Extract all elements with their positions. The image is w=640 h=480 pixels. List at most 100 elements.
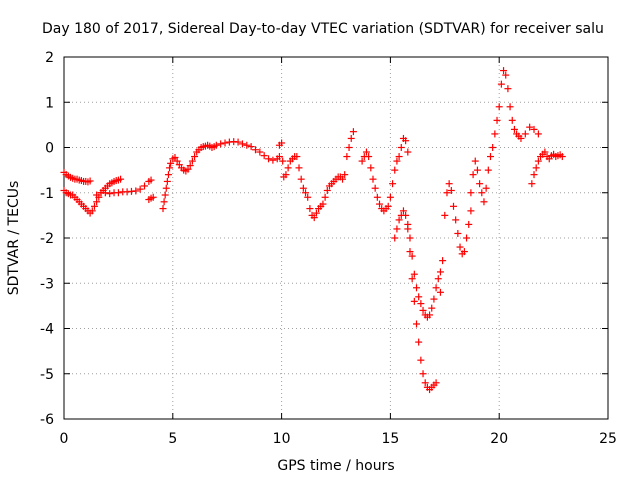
data-point [421, 379, 429, 387]
data-point [93, 198, 101, 206]
data-point [188, 157, 196, 165]
x-tick-label: 0 [60, 431, 69, 447]
data-point [256, 148, 264, 156]
data-point [508, 116, 516, 124]
data-point [530, 125, 538, 133]
y-axis-ticks: -6 -5 -4 -3 -2 -1 0 1 2 [40, 50, 608, 428]
data-point [358, 157, 366, 165]
data-point [369, 175, 377, 183]
x-axis-ticks: 0 5 10 15 20 25 [60, 57, 617, 447]
grid [64, 57, 608, 419]
data-point [436, 288, 444, 296]
data-point [269, 156, 277, 164]
data-point [371, 184, 379, 192]
data-point [408, 275, 416, 283]
data-point [278, 139, 286, 147]
data-point [460, 248, 468, 256]
data-point [413, 284, 421, 292]
x-tick-label: 25 [599, 431, 617, 447]
data-point [162, 184, 170, 192]
data-point [402, 137, 410, 145]
data-point [339, 175, 347, 183]
data-point [345, 144, 353, 151]
data-point [88, 207, 96, 215]
data-point [136, 185, 144, 193]
data-point [473, 166, 481, 174]
data-point [502, 71, 510, 79]
data-point [415, 293, 423, 301]
data-point [341, 171, 349, 179]
data-point [159, 205, 167, 213]
data-point [221, 139, 229, 147]
data-point [415, 338, 423, 346]
data-point [428, 304, 436, 312]
data-point [456, 243, 464, 251]
data-point [406, 234, 414, 242]
data-point [406, 248, 414, 256]
data-point [365, 153, 373, 161]
data-point [443, 189, 451, 197]
data-point [247, 143, 255, 151]
data-point [323, 186, 331, 194]
data-point [480, 198, 488, 206]
data-point [395, 216, 403, 224]
data-point [284, 164, 292, 172]
data-point [495, 103, 503, 111]
data-point [452, 216, 460, 224]
data-point [391, 166, 399, 174]
x-tick-label: 10 [273, 431, 291, 447]
data-point [367, 164, 375, 172]
data-point [463, 234, 471, 242]
data-point [528, 180, 536, 188]
data-point [161, 191, 169, 199]
data-point [297, 175, 305, 183]
data-point [319, 200, 327, 208]
data-point [471, 157, 479, 165]
data-point [299, 184, 307, 192]
data-point [521, 130, 529, 138]
data-point [402, 211, 410, 219]
data-point [534, 130, 542, 138]
data-point [486, 153, 494, 161]
data-point [410, 297, 418, 305]
data-point [386, 193, 394, 201]
data-point [160, 198, 168, 206]
data-point [467, 207, 475, 215]
data-point [343, 153, 351, 161]
data-point [186, 162, 194, 170]
data-point [243, 141, 251, 149]
y-tick-label: -2 [40, 231, 54, 247]
data-point [132, 187, 140, 195]
data-point [434, 275, 442, 283]
data-point [478, 189, 486, 197]
data-point [510, 125, 518, 133]
data-point [530, 171, 538, 179]
x-tick-label: 5 [168, 431, 177, 447]
data-point [432, 284, 440, 292]
data-point [410, 270, 418, 278]
data-point [397, 144, 405, 151]
data-point [217, 140, 225, 148]
data-point [493, 116, 501, 124]
data-point [504, 85, 512, 93]
y-axis-label: SDTVAR / TECUs [6, 181, 22, 296]
data-point [482, 184, 490, 192]
data-point [489, 144, 497, 151]
x-axis-label: GPS time / hours [277, 458, 394, 474]
data-point [404, 225, 412, 233]
data-point [349, 128, 357, 136]
data-point [426, 311, 434, 319]
data-point [391, 234, 399, 242]
data-point [117, 175, 125, 183]
data-point [238, 140, 246, 148]
data-point [467, 189, 475, 197]
data-point [171, 153, 179, 161]
data-point [141, 182, 149, 190]
data-point [465, 220, 473, 228]
data-point [454, 229, 462, 237]
y-tick-label: 1 [45, 95, 54, 111]
data-point [393, 157, 401, 165]
data-point [517, 134, 525, 142]
data-point [419, 370, 427, 378]
data-point [164, 171, 172, 179]
